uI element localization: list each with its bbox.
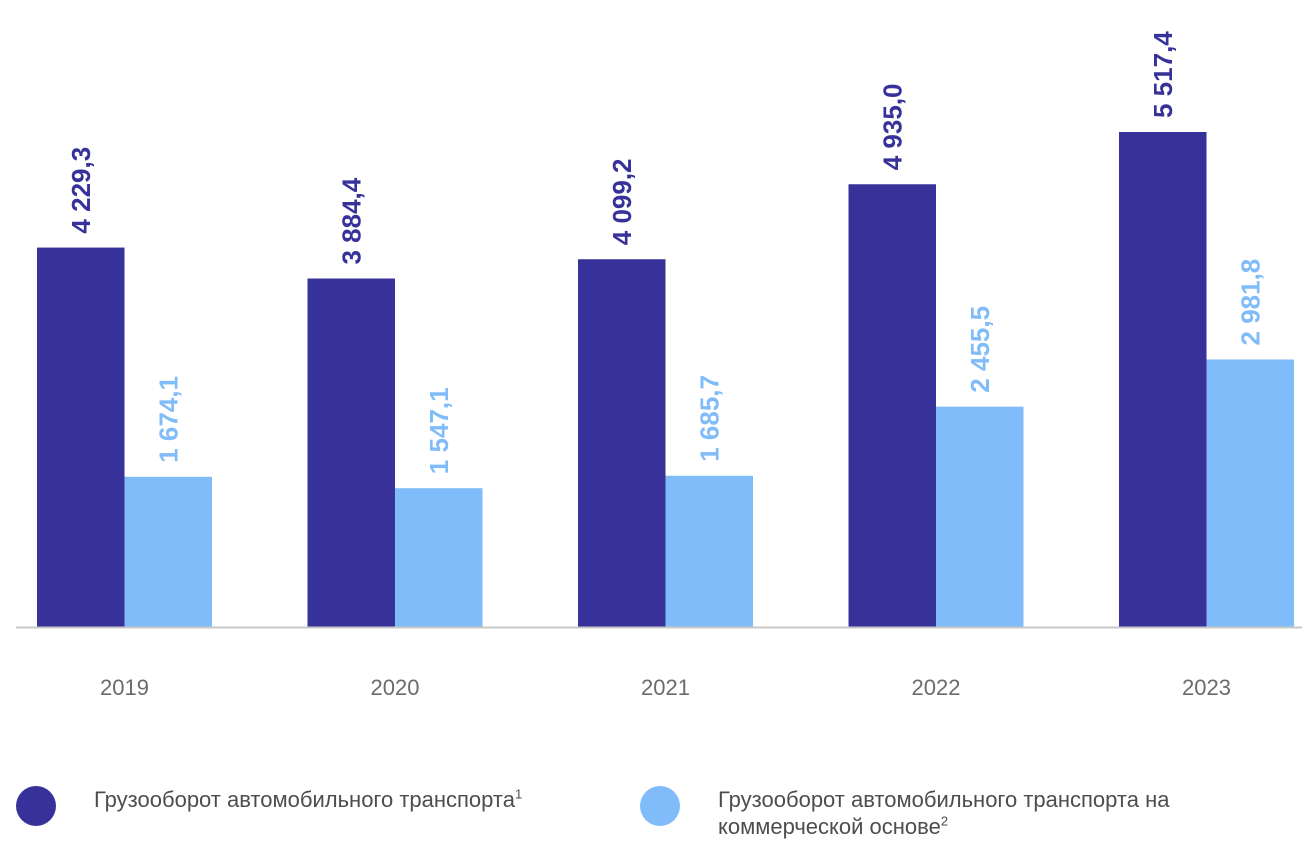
bar-2021-series-2 xyxy=(665,475,753,627)
legend-label-commercial-freight: Грузооборот автомобильного транспорта на… xyxy=(718,786,1280,840)
x-tick-label-2023: 2023 xyxy=(1182,675,1231,700)
x-tick-label-2022: 2022 xyxy=(912,675,961,700)
data-label-2020-series-1: 3 884,4 xyxy=(336,177,366,264)
bar-2019-series-1 xyxy=(37,247,125,627)
data-label-2023-series-2: 2 981,8 xyxy=(1235,259,1265,346)
data-label-2023-series-1: 5 517,4 xyxy=(1148,31,1178,118)
x-tick-label-2021: 2021 xyxy=(641,675,690,700)
legend-label-text: Грузооборот автомобильного транспорта на… xyxy=(718,787,1170,839)
legend-footnote: 2 xyxy=(940,813,949,829)
bar-2022-series-1 xyxy=(848,184,936,627)
x-tick-label-2020: 2020 xyxy=(371,675,420,700)
bar-2023-series-2 xyxy=(1206,359,1294,627)
legend-label-text: Грузооборот автомобильного транспорта xyxy=(94,787,515,812)
legend-swatch-commercial-freight xyxy=(640,786,680,826)
bar-2020-series-2 xyxy=(395,488,483,627)
bar-2020-series-1 xyxy=(307,278,395,627)
data-label-2019-series-1: 4 229,3 xyxy=(66,147,96,234)
data-label-2020-series-2: 1 547,1 xyxy=(424,387,454,474)
x-tick-label-2019: 2019 xyxy=(100,675,149,700)
data-label-2019-series-2: 1 674,1 xyxy=(153,376,183,463)
bar-2023-series-1 xyxy=(1119,132,1207,627)
bar-2019-series-2 xyxy=(124,476,212,627)
legend-footnote: 1 xyxy=(514,786,523,802)
legend-item-commercial-freight: Грузооборот автомобильного транспорта на… xyxy=(640,786,1280,840)
data-label-2022-series-1: 4 935,0 xyxy=(877,84,907,171)
legend-label-road-freight: Грузооборот автомобильного транспорта1 xyxy=(94,786,522,813)
data-label-2021-series-1: 4 099,2 xyxy=(607,158,637,245)
legend-swatch-road-freight xyxy=(16,786,56,826)
legend-item-road-freight: Грузооборот автомобильного транспорта1 xyxy=(16,786,536,826)
data-label-2022-series-2: 2 455,5 xyxy=(965,306,995,393)
bar-2021-series-1 xyxy=(578,259,666,627)
bar-2022-series-2 xyxy=(936,406,1024,627)
data-label-2021-series-2: 1 685,7 xyxy=(694,375,724,462)
